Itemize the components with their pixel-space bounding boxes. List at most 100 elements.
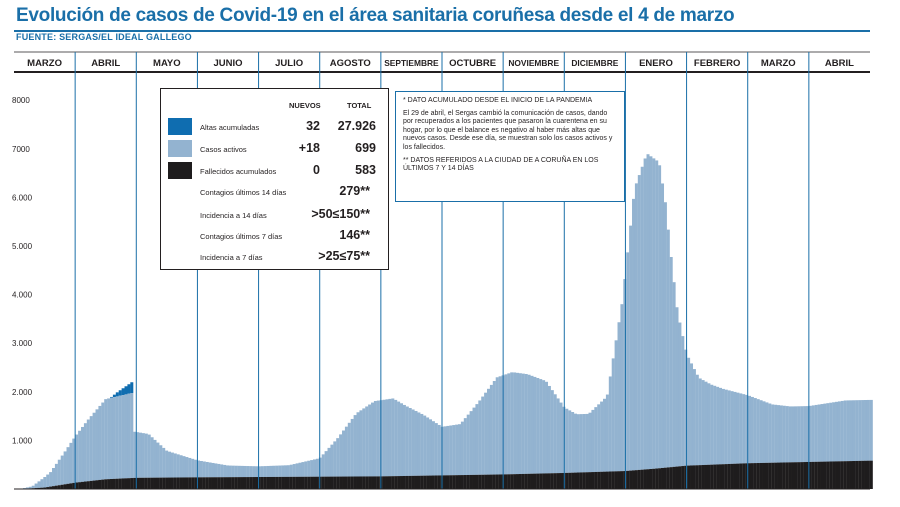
fallecidos-bar	[811, 461, 815, 489]
activos-bar	[600, 401, 604, 472]
fallecidos-bar	[205, 477, 209, 489]
fallecidos-bar	[173, 477, 177, 489]
fallecidos-bar	[695, 465, 699, 489]
note-cumulative: * DATO ACUMULADO DESDE EL INICIO DE LA P…	[403, 97, 593, 104]
activos-bar	[147, 434, 151, 478]
month-label: NOVIEMBRE	[508, 58, 559, 68]
fallecidos-bar	[199, 477, 203, 489]
activos-bar	[478, 400, 482, 475]
activos-bar	[869, 399, 873, 461]
activos-bar	[78, 430, 82, 483]
month-label: ABRIL	[91, 58, 120, 69]
month-label: ABRIL	[825, 58, 854, 69]
contagios-14-label: Contagios últimos 14 días	[200, 188, 287, 197]
month-label: MARZO	[27, 58, 62, 69]
activos-bar	[463, 418, 467, 476]
legend-label-fallecidos: Fallecidos acumulados	[200, 167, 277, 176]
activos-bar	[724, 389, 728, 465]
fallecidos-bar	[524, 473, 528, 489]
activos-bar	[489, 384, 493, 475]
activos-bar	[356, 412, 360, 477]
activos-bar	[504, 374, 508, 475]
fallecidos-bar	[864, 460, 868, 489]
fallecidos-bar	[144, 477, 148, 489]
altas-bar	[115, 392, 119, 397]
fallecidos-bar	[257, 477, 261, 489]
fallecidos-bar	[614, 471, 618, 489]
fallecidos-bar	[460, 475, 464, 489]
incidencia-14-value: >50≤150**	[311, 207, 370, 221]
activos-bar	[127, 393, 131, 479]
fallecidos-bar	[168, 477, 172, 489]
activos-bar	[460, 421, 464, 476]
fallecidos-bar	[808, 461, 812, 489]
activos-bar	[492, 381, 496, 475]
fallecidos-bar	[359, 476, 363, 489]
activos-bar	[28, 486, 32, 489]
activos-bar	[156, 442, 160, 478]
fallecidos-bar	[504, 474, 508, 489]
fallecidos-bar	[191, 477, 195, 489]
fallecidos-bar	[516, 474, 520, 489]
fallecidos-bar	[136, 477, 140, 489]
activos-bar	[507, 373, 511, 475]
fallecidos-bar	[437, 475, 441, 489]
fallecidos-bar	[365, 476, 369, 489]
fallecidos-bar	[411, 475, 415, 489]
fallecidos-bar	[182, 477, 186, 489]
month-label: JULIO	[275, 58, 303, 69]
fallecidos-bar	[231, 477, 235, 489]
fallecidos-bar	[385, 476, 389, 489]
fallecidos-bar	[823, 461, 827, 489]
fallecidos-bar	[837, 461, 841, 489]
activos-bar	[640, 166, 644, 470]
legend-label-altas: Altas acumuladas	[200, 123, 260, 132]
activos-bar	[864, 400, 868, 461]
fallecidos-bar	[414, 475, 418, 489]
legend-total-altas: 27.926	[337, 119, 376, 133]
fallecidos-bar	[246, 477, 250, 489]
fallecidos-bar	[292, 476, 296, 489]
activos-bar	[281, 465, 285, 477]
fallecidos-bar	[159, 477, 163, 489]
activos-bar	[243, 465, 247, 478]
activos-bar	[37, 481, 41, 488]
activos-bar	[716, 386, 720, 465]
fallecidos-bar	[260, 476, 264, 489]
fallecidos-bar	[408, 475, 412, 489]
activos-bar	[307, 460, 311, 477]
fallecidos-bar	[376, 476, 380, 489]
y-tick-label: 3.000	[12, 339, 33, 348]
activos-bar	[165, 450, 169, 478]
activos-bar	[286, 465, 290, 477]
activos-bar	[89, 416, 93, 481]
fallecidos-bar	[721, 464, 725, 489]
fallecidos-bar	[629, 470, 633, 489]
activos-bar	[257, 466, 261, 478]
fallecidos-bar	[600, 471, 604, 489]
fallecidos-bar	[753, 463, 757, 489]
fallecidos-bar	[855, 460, 859, 489]
fallecidos-bar	[463, 475, 467, 489]
fallecidos-bar	[843, 461, 847, 489]
fallecidos-bar	[150, 477, 154, 489]
activos-bar	[46, 474, 50, 488]
chart-title: Evolución de casos de Covid-19 en el áre…	[16, 5, 735, 26]
month-label: ENERO	[639, 58, 673, 69]
activos-bar	[524, 374, 528, 474]
fallecidos-bar	[188, 477, 192, 489]
fallecidos-bar	[429, 475, 433, 489]
fallecidos-bar	[417, 475, 421, 489]
fallecidos-bar	[597, 471, 601, 489]
fallecidos-bar	[727, 463, 731, 489]
activos-bar	[620, 304, 624, 472]
activos-bar	[458, 424, 462, 476]
fallecidos-bar	[835, 461, 839, 489]
activos-bar	[513, 372, 517, 475]
activos-bar	[550, 390, 554, 474]
activos-bar	[429, 419, 433, 476]
activos-bar	[594, 407, 598, 472]
fallecidos-bar	[211, 477, 215, 489]
fallecidos-bar	[237, 477, 241, 489]
incidencia-14-label: Incidencia a 14 días	[200, 211, 267, 220]
